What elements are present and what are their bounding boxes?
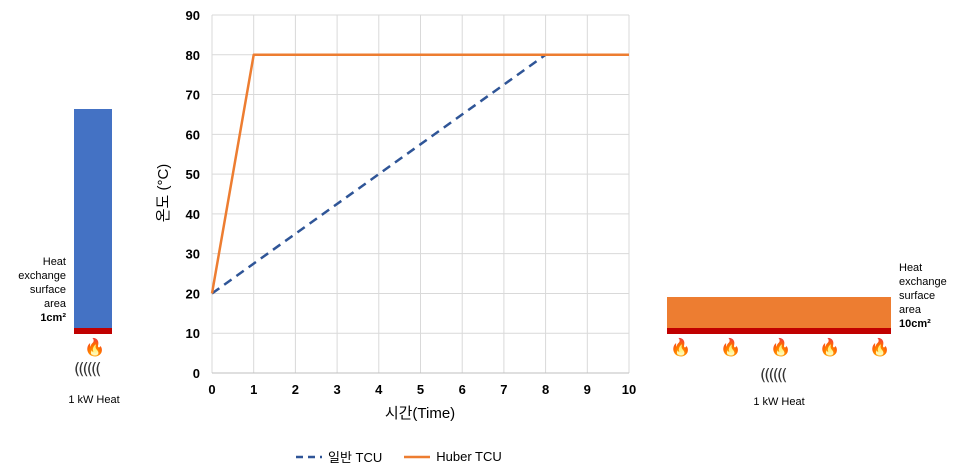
fire-icon: 🔥 — [720, 338, 742, 357]
legend-swatch-general-tcu — [296, 455, 322, 458]
x-tick-label: 1 — [250, 382, 257, 397]
right-area-value: 10cm² — [899, 318, 931, 330]
label-line: Heat — [42, 256, 66, 268]
x-tick-label: 5 — [417, 382, 424, 397]
left-area-label: Heat exchange surface area 1cm² — [2, 255, 66, 325]
label-line: exchange — [18, 270, 66, 282]
x-tick-label: 6 — [459, 382, 466, 397]
heating-coil-icon: (((((( — [74, 359, 101, 378]
label-line: exchange — [899, 276, 947, 288]
left-surface-bar — [74, 109, 112, 330]
x-tick-label: 7 — [500, 382, 507, 397]
x-tick-label: 0 — [208, 382, 215, 397]
x-tick-label: 4 — [375, 382, 383, 397]
left-heating-plate — [74, 328, 112, 334]
y-tick-label: 70 — [186, 88, 200, 103]
label-line: Heat — [899, 262, 923, 274]
label-line: area — [899, 304, 922, 316]
y-tick-label: 40 — [186, 207, 200, 222]
fire-icon: 🔥 — [770, 338, 792, 357]
right-heating-plate — [667, 328, 891, 334]
y-tick-label: 60 — [186, 127, 200, 142]
chart-series — [210, 53, 629, 295]
x-tick-label: 10 — [622, 382, 636, 397]
label-line: surface — [899, 290, 936, 302]
y-tick-label: 80 — [186, 48, 200, 63]
left-area-value: 1cm² — [40, 312, 66, 324]
y-axis-label: 온도 (°C) — [155, 164, 172, 223]
x-tick-labels: 0 1 2 3 4 5 6 7 8 9 10 — [208, 382, 636, 397]
x-tick-label: 3 — [333, 382, 340, 397]
y-tick-label: 10 — [186, 326, 200, 341]
chart-grid — [211, 14, 630, 374]
legend-label-general-tcu: 일반 TCU — [328, 450, 383, 465]
legend-label-huber-tcu: Huber TCU — [436, 449, 502, 464]
label-line: surface — [29, 284, 66, 296]
left-heat-caption: 1 kW Heat — [68, 394, 120, 406]
legend-swatch-huber-tcu — [404, 455, 431, 458]
chart-legend: 일반 TCU Huber TCU — [296, 447, 502, 466]
y-tick-label: 50 — [186, 167, 200, 182]
y-tick-label: 0 — [193, 366, 200, 381]
series-line-huber-tcu — [210, 53, 629, 294]
right-area-label: Heat exchange surface area 10cm² — [899, 261, 947, 331]
label-line: area — [43, 298, 66, 310]
fire-icon: 🔥 — [670, 338, 692, 357]
right-heat-caption: 1 kW Heat — [753, 396, 805, 408]
x-axis-label: 시간(Time) — [385, 405, 455, 422]
fire-icon: 🔥 — [869, 338, 891, 357]
fire-icon: 🔥 — [819, 338, 841, 357]
y-tick-label: 30 — [186, 247, 200, 262]
fire-icon: 🔥 — [84, 338, 106, 357]
x-tick-label: 9 — [584, 382, 591, 397]
x-tick-label: 8 — [542, 382, 549, 397]
y-tick-labels: 0 10 20 30 40 50 60 70 80 90 — [186, 8, 200, 381]
y-tick-label: 90 — [186, 8, 200, 23]
x-tick-label: 2 — [292, 382, 299, 397]
y-tick-label: 20 — [186, 286, 200, 301]
right-surface-bar — [667, 297, 891, 331]
heating-coil-icon: (((((( — [760, 365, 787, 384]
